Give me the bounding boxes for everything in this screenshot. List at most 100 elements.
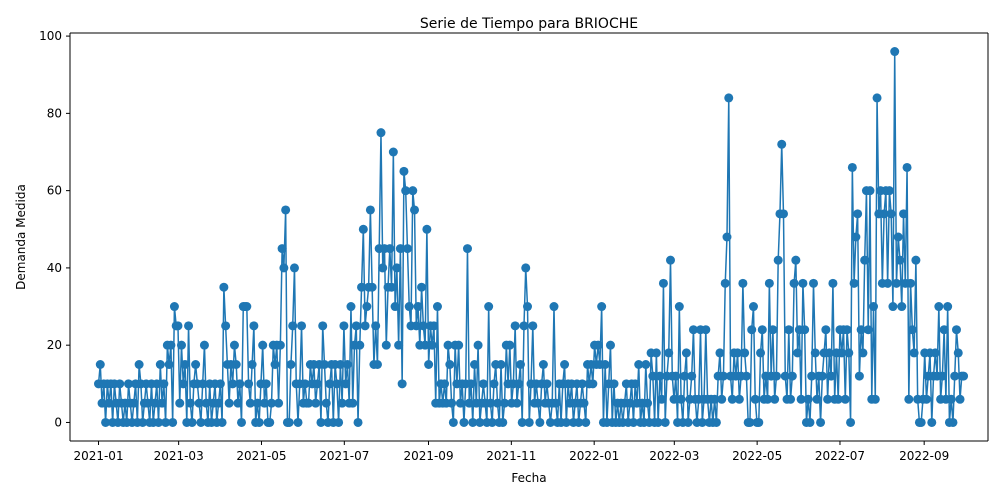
- y-axis-title: Demanda Medida: [14, 184, 28, 290]
- data-point: [399, 166, 409, 176]
- data-point: [413, 302, 423, 312]
- data-point: [521, 263, 531, 273]
- data-point: [341, 379, 351, 389]
- data-point: [355, 340, 365, 350]
- data-point: [888, 302, 898, 312]
- data-point: [267, 398, 277, 408]
- data-point: [710, 394, 720, 404]
- data-point: [793, 348, 803, 358]
- x-tick-label: 2022-01: [569, 449, 619, 463]
- x-tick-label: 2022-09: [899, 449, 949, 463]
- data-point: [879, 209, 889, 219]
- data-point: [440, 379, 450, 389]
- data-point: [906, 278, 916, 288]
- data-point: [217, 417, 227, 427]
- data-point: [150, 398, 160, 408]
- data-point: [514, 379, 524, 389]
- data-point: [319, 360, 329, 369]
- data-point: [740, 348, 750, 358]
- data-point: [297, 321, 307, 331]
- data-point: [417, 282, 427, 292]
- data-point: [404, 302, 414, 312]
- data-point: [166, 340, 176, 350]
- data-point: [289, 263, 299, 273]
- data-point: [803, 394, 813, 404]
- data-point: [805, 417, 815, 427]
- data-point: [757, 325, 767, 335]
- data-point: [485, 398, 495, 408]
- data-point: [953, 348, 963, 358]
- data-point: [784, 325, 794, 335]
- data-point: [666, 255, 675, 265]
- data-point: [809, 278, 818, 288]
- x-tick-label: 2021-09: [403, 449, 453, 463]
- data-point: [542, 379, 552, 389]
- data-point: [738, 278, 748, 288]
- data-point: [489, 379, 499, 389]
- y-tick-label: 20: [47, 338, 62, 352]
- data-point: [718, 371, 728, 381]
- data-point: [288, 321, 298, 331]
- data-point: [173, 321, 183, 331]
- data-point: [796, 394, 806, 404]
- data-point: [934, 302, 944, 312]
- data-point: [284, 417, 294, 427]
- data-point: [946, 394, 956, 404]
- data-point: [697, 417, 707, 427]
- data-point: [577, 379, 587, 389]
- data-point: [717, 394, 727, 404]
- data-point: [581, 417, 591, 427]
- data-point: [605, 340, 615, 350]
- data-point: [651, 348, 661, 358]
- data-point: [304, 398, 314, 408]
- data-point: [856, 325, 866, 335]
- data-point: [401, 186, 411, 196]
- data-point: [429, 321, 439, 331]
- data-point: [791, 255, 801, 265]
- data-point: [648, 371, 658, 381]
- data-point: [671, 371, 681, 381]
- x-tick-label: 2022-07: [815, 449, 865, 463]
- data-point: [367, 282, 377, 292]
- data-point: [916, 417, 926, 427]
- data-point: [628, 417, 638, 427]
- data-point: [247, 360, 257, 369]
- data-point: [180, 360, 190, 369]
- data-point: [235, 379, 245, 389]
- data-point: [512, 398, 522, 408]
- data-point: [927, 417, 937, 427]
- data-point: [515, 360, 525, 369]
- data-point: [237, 417, 247, 427]
- data-point: [921, 394, 931, 404]
- data-point: [828, 278, 838, 288]
- data-point: [943, 302, 953, 312]
- data-point: [466, 379, 476, 389]
- data-point: [293, 417, 303, 427]
- data-point: [318, 321, 328, 331]
- data-point: [681, 348, 691, 358]
- data-point: [907, 325, 917, 335]
- data-point: [169, 302, 179, 312]
- data-point: [459, 417, 469, 427]
- data-point: [688, 325, 698, 335]
- data-point: [214, 398, 224, 408]
- data-point: [883, 278, 893, 288]
- data-point: [378, 263, 388, 273]
- data-point: [593, 340, 603, 350]
- data-point: [138, 417, 148, 427]
- data-point: [523, 302, 533, 312]
- data-point: [245, 398, 255, 408]
- data-point: [549, 302, 559, 312]
- data-point: [833, 394, 843, 404]
- data-point: [157, 398, 167, 408]
- data-point: [676, 394, 686, 404]
- data-point: [893, 232, 903, 242]
- data-point: [388, 147, 398, 157]
- data-point: [221, 321, 231, 331]
- data-point: [683, 417, 693, 427]
- data-point: [680, 371, 690, 381]
- data-point: [168, 417, 178, 427]
- data-point: [185, 398, 195, 408]
- data-point: [846, 417, 856, 427]
- data-point: [560, 360, 570, 369]
